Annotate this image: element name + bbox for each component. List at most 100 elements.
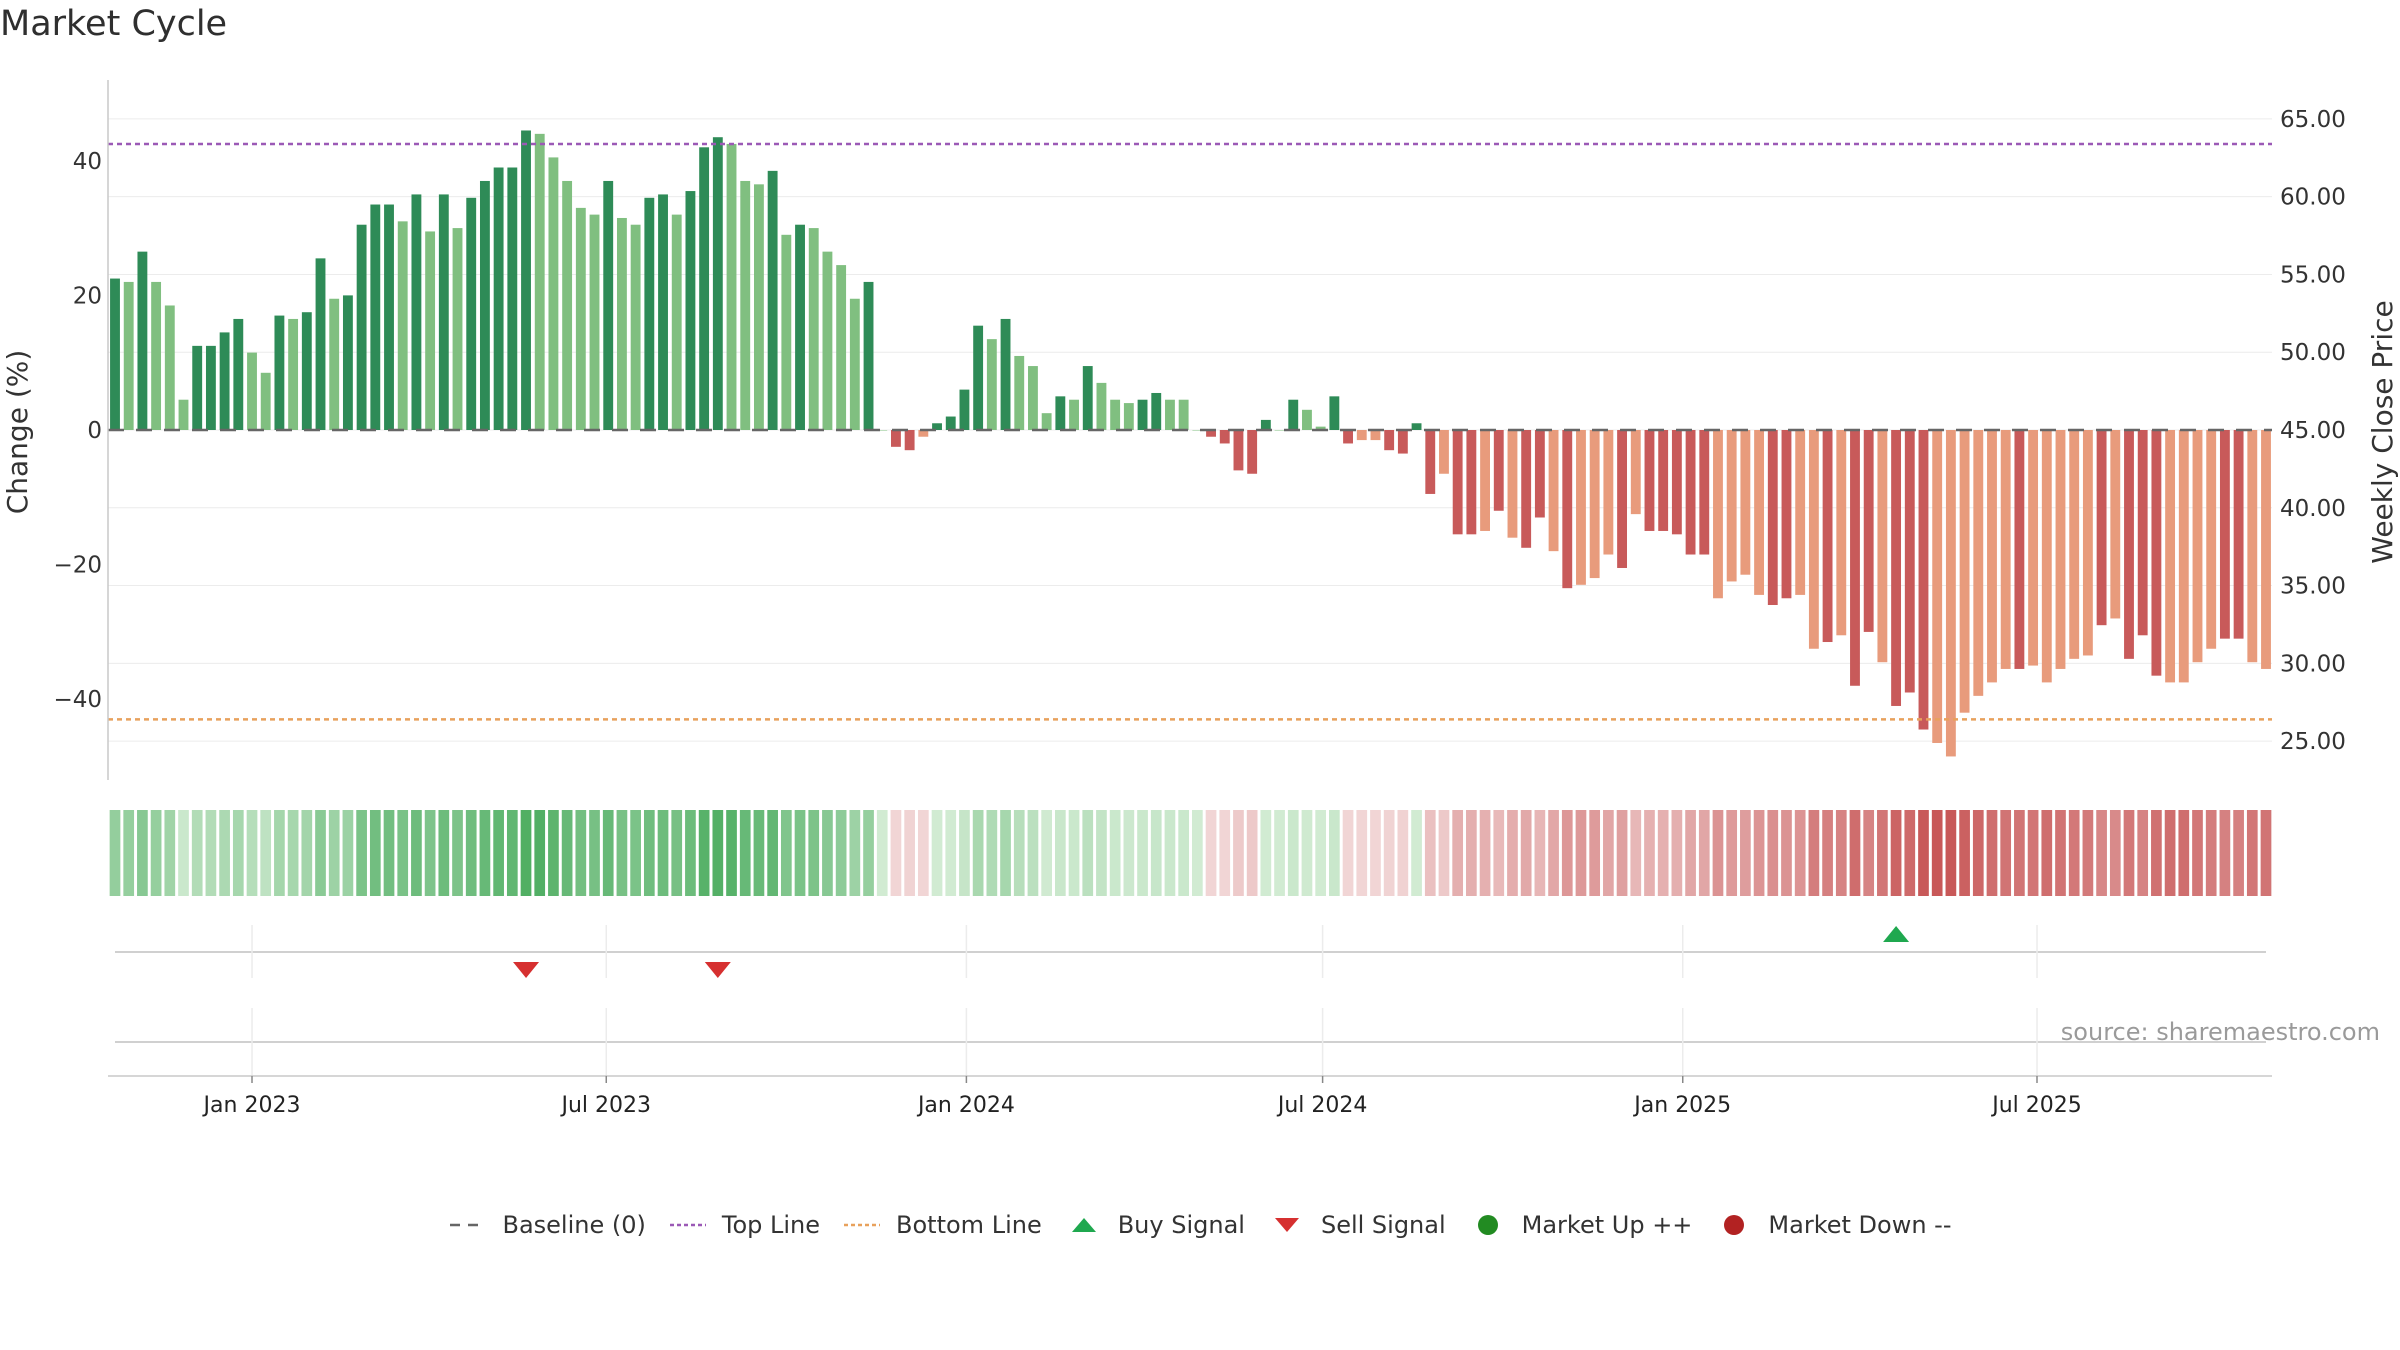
bar xyxy=(1123,403,1134,430)
bar xyxy=(1302,409,1312,430)
heat-cell xyxy=(1548,810,1559,896)
bar xyxy=(493,167,504,430)
heat-cell xyxy=(1986,810,1998,896)
bar xyxy=(466,197,477,430)
heat-cell xyxy=(1013,810,1025,896)
y2-tick-label: 25.00 xyxy=(2280,729,2346,755)
heat-cell xyxy=(287,810,299,896)
bar xyxy=(671,214,682,430)
triangle-down-red-icon xyxy=(1274,1218,1299,1232)
bar xyxy=(1370,430,1381,441)
heat-cell xyxy=(945,810,957,896)
heat-cell xyxy=(890,810,902,896)
heat-cell xyxy=(438,810,450,896)
circle-green-icon xyxy=(1477,1215,1498,1235)
heat-cell xyxy=(1438,810,1450,896)
bar xyxy=(1151,392,1162,430)
bar xyxy=(1247,430,1258,474)
heat-cell xyxy=(2096,810,2107,896)
bar xyxy=(1521,430,1532,548)
heat-cell xyxy=(205,810,217,896)
bar xyxy=(1918,430,1929,730)
heat-cell xyxy=(1589,810,1601,896)
bar xyxy=(1754,430,1765,595)
bar xyxy=(1945,430,1956,757)
bar xyxy=(534,133,545,430)
heat-cell xyxy=(219,810,230,896)
heat-cell xyxy=(685,810,696,896)
y2-tick-label: 65.00 xyxy=(2280,107,2346,133)
x-tick-label: Jul 2025 xyxy=(1990,1093,2082,1118)
bar xyxy=(1850,430,1860,686)
bar xyxy=(247,352,257,430)
heat-cell xyxy=(1644,810,1655,896)
bar xyxy=(1014,355,1025,430)
bar xyxy=(288,318,299,430)
legend-label: Top Line xyxy=(721,1211,821,1239)
heat-cell xyxy=(1630,810,1642,896)
bar xyxy=(891,430,901,447)
heat-cell xyxy=(1329,810,1340,896)
heat-cell xyxy=(1890,810,1902,896)
bar xyxy=(2028,430,2039,666)
bar xyxy=(836,265,847,430)
heat-cell xyxy=(972,810,984,896)
y2-tick-label: 45.00 xyxy=(2280,418,2346,444)
bar xyxy=(1603,430,1614,555)
bar xyxy=(863,281,874,430)
bar xyxy=(2192,430,2203,663)
heat-cell xyxy=(917,810,929,896)
heat-cell xyxy=(931,810,943,896)
bar xyxy=(1836,430,1847,636)
bar xyxy=(178,399,189,430)
bar xyxy=(630,224,641,430)
bar xyxy=(1411,423,1422,430)
y-tick-label: 20 xyxy=(73,283,102,309)
bar xyxy=(589,214,600,430)
bar xyxy=(1658,430,1669,531)
bar xyxy=(1562,430,1573,589)
date-axis: Jan 2023 Jul 2023 Jan 2024 Jul 2024 Jan 2025… xyxy=(108,1075,2272,1118)
bar xyxy=(1288,399,1299,430)
bar xyxy=(1767,430,1778,605)
signal-panel xyxy=(115,925,2266,978)
heat-cell xyxy=(1192,810,1203,896)
heat-cell xyxy=(959,810,970,896)
heat-cell xyxy=(2027,810,2039,896)
bar xyxy=(2178,430,2189,683)
bar xyxy=(384,204,394,430)
bar xyxy=(1713,430,1723,599)
heat-cell xyxy=(397,810,409,896)
chart-title: Market Cycle xyxy=(0,4,228,44)
bar xyxy=(137,251,148,430)
bar xyxy=(1987,430,1997,683)
heat-cell xyxy=(2109,810,2121,896)
bar xyxy=(1726,430,1737,582)
heat-cell xyxy=(2137,810,2149,896)
y2-tick-label: 35.00 xyxy=(2280,574,2346,600)
heat-cell xyxy=(1027,810,1039,896)
heat-cell xyxy=(356,810,367,896)
bar xyxy=(2000,430,2011,669)
heat-cell xyxy=(2205,810,2217,896)
bar xyxy=(808,228,819,430)
heat-cell xyxy=(1260,810,1272,896)
heat-cell xyxy=(1370,810,1381,896)
heat-cell xyxy=(1246,810,1258,896)
heat-cell xyxy=(1507,810,1518,896)
heat-cell xyxy=(575,810,587,896)
bar xyxy=(2110,430,2121,619)
bar xyxy=(1069,399,1079,430)
heat-cell xyxy=(328,810,340,896)
bar xyxy=(2219,430,2230,639)
heat-cell xyxy=(2233,810,2244,896)
heat-cell xyxy=(1342,810,1354,896)
buy-signal-marker xyxy=(1883,926,1910,942)
heat-cell xyxy=(835,810,847,896)
bar xyxy=(2041,430,2052,683)
bar xyxy=(959,389,970,430)
heat-cell xyxy=(137,810,148,896)
y2-tick-label: 50.00 xyxy=(2280,340,2346,366)
bar xyxy=(1137,399,1148,430)
